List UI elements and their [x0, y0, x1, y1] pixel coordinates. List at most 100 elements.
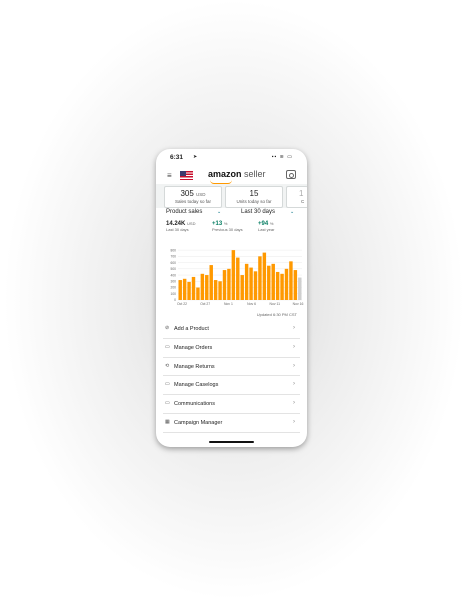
messages-icon: ▭: [165, 400, 170, 407]
sales-today-value: 305: [180, 189, 194, 198]
metric-chevron-down-icon[interactable]: ⌄: [217, 209, 222, 215]
menu-item-add-a-product[interactable]: ⊘ Add a Product ›: [163, 320, 300, 339]
kpi-previous-value: +13: [212, 221, 223, 227]
menu-item-label: Manage Returns: [174, 363, 215, 370]
y-tick-label: 0: [174, 298, 176, 302]
campaign-icon: ▦: [165, 418, 170, 425]
menu-item-manage-caselogs[interactable]: ▭ Manage Caselogs ›: [163, 376, 300, 396]
x-tick-label: Nov 11: [270, 302, 281, 306]
chart-bar[interactable]: [227, 268, 231, 300]
chart-bar[interactable]: [209, 265, 213, 300]
tag-icon: ⊘: [165, 325, 170, 331]
chart-bar[interactable]: [280, 273, 284, 300]
y-tick-label: 100: [170, 292, 176, 296]
range-selector[interactable]: Last 30 days: [241, 209, 276, 215]
menu-item-label: Campaign Manager: [174, 419, 223, 426]
menu-item-label: Manage Orders: [174, 344, 213, 351]
sales-today-unit: USD: [196, 192, 206, 197]
chart-bar[interactable]: [284, 268, 289, 300]
chart-bar[interactable]: [213, 280, 218, 300]
chart-bar[interactable]: [178, 280, 182, 300]
x-tick-label: Oct 27: [200, 302, 210, 306]
y-tick-label: 200: [170, 286, 176, 290]
chart-bar[interactable]: [253, 271, 258, 300]
menu-item-manage-orders[interactable]: ▭ Manage Orders ›: [163, 339, 300, 358]
chevron-right-icon: ›: [293, 325, 295, 331]
phone-screen: 6:31 ➤ ▪▪ ≋ ▭ ≡ amazon seller 305 USD Sa…: [156, 149, 307, 447]
hamburger-menu-icon[interactable]: ≡: [167, 171, 172, 180]
orders-icon: ▭: [165, 343, 170, 350]
y-tick-label: 400: [170, 273, 176, 277]
chart-bar[interactable]: [196, 287, 200, 300]
chevron-right-icon: ›: [293, 418, 295, 425]
chart-bar[interactable]: [275, 271, 280, 300]
kpi-row: 14.24K USD Last 30 days +13 % Previous 3…: [166, 221, 301, 237]
status-bar: 6:31 ➤ ▪▪ ≋ ▭: [156, 149, 307, 167]
metric-selector[interactable]: Product sales: [166, 209, 203, 215]
sales-today-label: Sales today so far: [174, 199, 212, 204]
kpi-total-value: 14.24K: [166, 221, 186, 227]
home-indicator: [209, 441, 254, 443]
kpi-last-year-label: Last year: [258, 227, 275, 232]
chevron-right-icon: ›: [293, 362, 295, 369]
chart-bar[interactable]: [218, 281, 222, 300]
chart-bar[interactable]: [236, 257, 240, 300]
updated-timestamp: Updated 6:30 PM CST: [256, 312, 297, 317]
chart-bar[interactable]: [191, 276, 196, 300]
kpi-last-year: +94 % Last year: [258, 221, 274, 232]
returns-icon: ⟲: [165, 362, 170, 369]
chart-bar[interactable]: [258, 256, 262, 300]
third-card[interactable]: 1 C: [286, 186, 307, 208]
chart-bar[interactable]: [182, 278, 187, 300]
chevron-right-icon: ›: [293, 343, 295, 350]
sales-today-card[interactable]: 305 USD Sales today so far: [164, 186, 222, 208]
x-tick-label: Nov 6: [247, 302, 256, 306]
x-tick-label: Oct 22: [177, 302, 187, 306]
y-tick-label: 300: [170, 279, 176, 283]
x-tick-label: Nov 16: [293, 302, 304, 306]
chart-bar[interactable]: [267, 265, 271, 300]
kpi-total-unit: USD: [187, 221, 196, 226]
chart-bar[interactable]: [240, 275, 244, 300]
kpi-total: 14.24K USD Last 30 days: [166, 221, 195, 232]
menu-item-campaign-manager[interactable]: ▦ Campaign Manager ›: [163, 414, 300, 433]
menu-item-label: Manage Caselogs: [174, 382, 219, 389]
chart-bar[interactable]: [298, 277, 302, 300]
menu-item-communications[interactable]: ▭ Communications ›: [163, 395, 300, 414]
third-card-label: C: [301, 199, 305, 204]
third-card-value: 1: [299, 189, 304, 198]
kpi-previous: +13 % Previous 30 days: [212, 221, 243, 232]
menu-item-label: Communications: [174, 401, 215, 408]
chevron-right-icon: ›: [293, 400, 295, 407]
y-tick-label: 500: [170, 267, 176, 271]
units-today-card[interactable]: 15 Units today so far: [225, 186, 283, 208]
chart-bar[interactable]: [244, 263, 249, 300]
amazon-seller-logo: amazon seller: [208, 169, 266, 179]
y-tick-label: 800: [170, 248, 176, 252]
chart-bar[interactable]: [200, 273, 205, 300]
chart-bar[interactable]: [249, 267, 253, 300]
x-tick-label: Nov 1: [224, 302, 233, 306]
units-today-value: 15: [249, 189, 259, 198]
chart-bar[interactable]: [293, 270, 298, 300]
summary-cards: 305 USD Sales today so far 15 Units toda…: [156, 184, 307, 208]
menu-list: ⊘ Add a Product › ▭ Manage Orders › ⟲ Manage Re…: [163, 320, 300, 433]
kpi-previous-label: Previous 30 days: [212, 227, 243, 232]
kpi-last-year-unit: %: [269, 221, 274, 226]
chart-bar[interactable]: [187, 281, 191, 300]
chart-bar[interactable]: [205, 275, 209, 300]
kpi-last-year-value: +94: [258, 221, 269, 227]
status-time: 6:31: [170, 154, 184, 161]
camera-icon[interactable]: [286, 170, 296, 179]
chart-bar[interactable]: [271, 263, 275, 300]
menu-item-manage-returns[interactable]: ⟲ Manage Returns ›: [163, 358, 300, 377]
location-arrow-icon: ➤: [193, 154, 198, 160]
chart-bar[interactable]: [262, 252, 267, 300]
chart-bar[interactable]: [222, 270, 227, 300]
kpi-previous-unit: %: [223, 221, 228, 226]
y-tick-label: 700: [170, 255, 176, 259]
chart-bar[interactable]: [231, 250, 236, 300]
chart-bar[interactable]: [289, 261, 293, 300]
us-flag-icon[interactable]: [180, 171, 193, 180]
range-chevron-down-icon[interactable]: ⌄: [290, 209, 295, 215]
